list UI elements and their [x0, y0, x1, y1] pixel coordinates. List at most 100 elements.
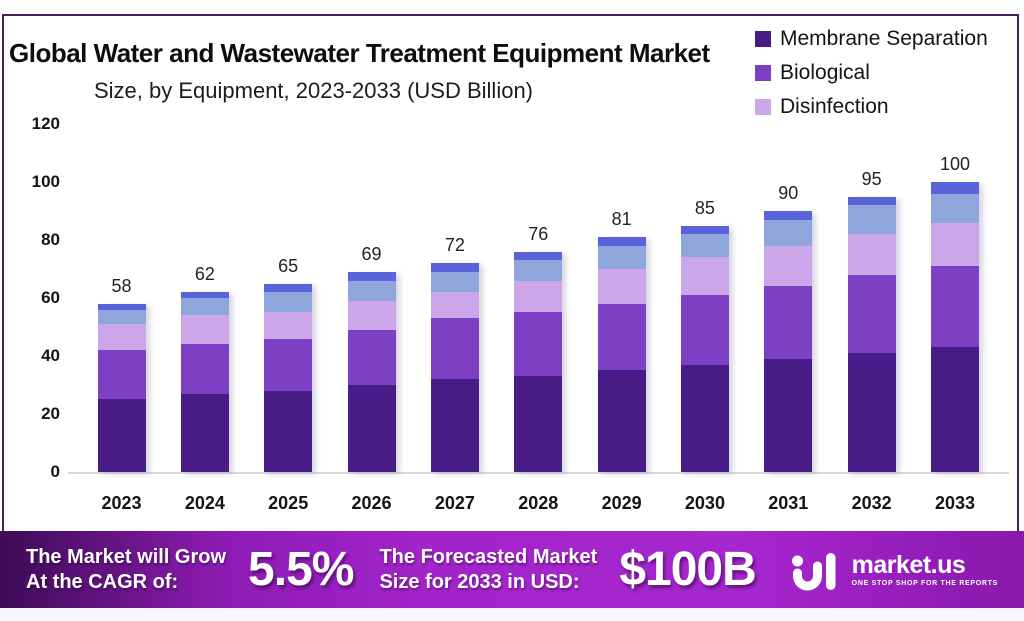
x-axis-tick-2033: 2033: [934, 493, 976, 513]
bar-segment-2029-disinfection: [597, 268, 646, 304]
bar-segment-2023-biological: [97, 350, 146, 400]
bar-2026: [347, 271, 396, 472]
legend: Membrane Separation Biological Disinfectio…: [755, 22, 1017, 124]
bar-total-label-2026: 69: [361, 243, 382, 264]
bar-segment-2033-biological: [931, 266, 979, 348]
x-axis-tick-2024: 2024: [184, 493, 225, 513]
legend-item-disinfection: Disinfection: [755, 90, 1017, 124]
x-axis-tick-2032: 2032: [851, 493, 892, 513]
bar-segment-2024-membrane-separation: [180, 393, 229, 472]
bar-segment-2033-membrane-separation: [931, 347, 979, 472]
legend-swatch: [755, 31, 771, 47]
x-axis-line: [68, 472, 1009, 474]
bar-segment-2026-biological: [347, 329, 396, 385]
bar-total-label-2028: 76: [528, 223, 549, 244]
bar-segment-2032-biological: [847, 274, 896, 354]
bar-segment-2026-membrane-separation: [347, 384, 396, 472]
bar-segment-2024-disinfection: [180, 315, 229, 345]
x-axis-tick-2025: 2025: [268, 493, 309, 513]
bar-segment-2033-disinfection: [931, 222, 979, 267]
y-axis-tick-100: 100: [31, 172, 60, 191]
bar-segment-2026-disinfection: [347, 300, 396, 330]
cagr-label-line2: At the CAGR of:: [26, 570, 179, 593]
bar-segment-2032-unlabeled-segment-periwinkle-blue-: [847, 196, 896, 206]
bar-2025: [264, 283, 313, 473]
forecast-label-line1: The Forecasted Market: [379, 545, 598, 568]
y-axis-tick-60: 60: [41, 288, 60, 307]
bar-total-label-2031: 90: [778, 183, 799, 203]
bar-segment-2024-unlabeled-segment-periwinkle-blue-: [180, 292, 229, 298]
bar-segment-2028-unlabeled-segment-periwinkle-blue-: [514, 251, 563, 261]
legend-label: Disinfection: [780, 95, 889, 118]
bar-segment-2033-unlabeled-segment-light-steel-blue-: [931, 193, 979, 223]
bar-segment-2032-membrane-separation: [847, 353, 896, 472]
bar-segment-2031-membrane-separation: [764, 358, 813, 472]
legend-swatch: [755, 99, 771, 115]
y-axis-tick-0: 0: [50, 462, 60, 481]
bar-segment-2025-unlabeled-segment-light-steel-blue-: [264, 292, 313, 313]
bar-segment-2031-disinfection: [764, 245, 813, 287]
bar-segment-2028-biological: [514, 312, 563, 377]
brand-name: market.us: [851, 551, 966, 579]
brand-tagline: ONE STOP SHOP FOR THE REPORTS: [851, 580, 998, 587]
bar-segment-2031-unlabeled-segment-light-steel-blue-: [764, 219, 813, 246]
bar-2027: [430, 263, 479, 472]
bar-segment-2030-biological: [680, 295, 729, 365]
bar-segment-2028-membrane-separation: [514, 376, 563, 472]
bar-segment-2025-disinfection: [264, 312, 313, 339]
bar-total-label-2033: 100: [939, 154, 971, 174]
bar-2028: [514, 251, 563, 472]
plot-area: 0 20 40 60 80 100 120 58 2023 62 2024 65 2025 69 2026 7…: [4, 16, 1017, 531]
chart-title: Global Water and Wastewater Treatment Eq…: [9, 38, 710, 68]
bar-segment-2031-biological: [764, 286, 813, 359]
cagr-value: 5.5%: [248, 543, 354, 596]
bar-segment-2030-membrane-separation: [680, 364, 729, 472]
bar-segment-2027-unlabeled-segment-periwinkle-blue-: [430, 263, 479, 272]
forecast-value: $100B: [619, 543, 756, 596]
bar-segment-2029-unlabeled-segment-light-steel-blue-: [597, 245, 646, 269]
footer-banner: The Market will Grow At the CAGR of: 5.5…: [0, 531, 1024, 608]
forecast-label: The Forecasted Market Size for 2033 in U…: [379, 545, 597, 595]
bar-2033: [931, 182, 979, 472]
bar-segment-2024-unlabeled-segment-light-steel-blue-: [180, 297, 229, 316]
bar-segment-2027-biological: [430, 318, 479, 380]
bar-2029: [597, 237, 646, 472]
market-us-logo-icon: [791, 552, 836, 590]
bar-segment-2029-biological: [597, 303, 646, 371]
bar-2032: [847, 196, 896, 473]
bar-segment-2023-disinfection: [97, 324, 146, 351]
legend-label: Membrane Separation: [780, 27, 988, 50]
bar-2031: [764, 211, 813, 472]
bar-segment-2031-unlabeled-segment-periwinkle-blue-: [764, 211, 813, 220]
bar-segment-2026-unlabeled-segment-light-steel-blue-: [347, 280, 396, 301]
x-axis-tick-2026: 2026: [351, 493, 392, 513]
bar-total-label-2032: 95: [861, 168, 882, 189]
chart-panel: Global Water and Wastewater Treatment Eq…: [2, 14, 1019, 531]
bar-segment-2032-disinfection: [847, 234, 896, 275]
bar-segment-2029-unlabeled-segment-periwinkle-blue-: [597, 237, 646, 246]
y-axis-tick-120: 120: [31, 114, 60, 133]
bar-total-label-2027: 72: [444, 235, 465, 256]
bar-segment-2030-unlabeled-segment-light-steel-blue-: [680, 234, 729, 258]
bar-total-label-2030: 85: [694, 197, 715, 218]
bar-segment-2023-unlabeled-segment-periwinkle-blue-: [97, 303, 146, 310]
legend-label: Biological: [780, 61, 870, 84]
legend-swatch: [755, 65, 771, 81]
bar-total-label-2023: 58: [111, 275, 132, 296]
x-axis-tick-2031: 2031: [768, 493, 809, 513]
x-axis-tick-2028: 2028: [518, 493, 559, 513]
bar-total-label-2025: 65: [278, 255, 299, 276]
bar-2023: [97, 303, 146, 472]
bar-segment-2032-unlabeled-segment-light-steel-blue-: [847, 205, 896, 235]
forecast-label-line2: Size for 2033 in USD:: [379, 570, 580, 593]
bottom-strip: [0, 608, 1024, 621]
cagr-label: The Market will Grow At the CAGR of:: [26, 545, 226, 595]
bar-segment-2030-unlabeled-segment-periwinkle-blue-: [680, 225, 729, 235]
bar-2024: [180, 292, 229, 472]
bar-segment-2025-biological: [264, 338, 313, 391]
x-axis-tick-2023: 2023: [101, 493, 142, 513]
bar-segment-2029-membrane-separation: [597, 370, 646, 472]
legend-item-membrane-separation: Membrane Separation: [755, 22, 1017, 56]
bar-segment-2028-unlabeled-segment-light-steel-blue-: [514, 260, 563, 281]
